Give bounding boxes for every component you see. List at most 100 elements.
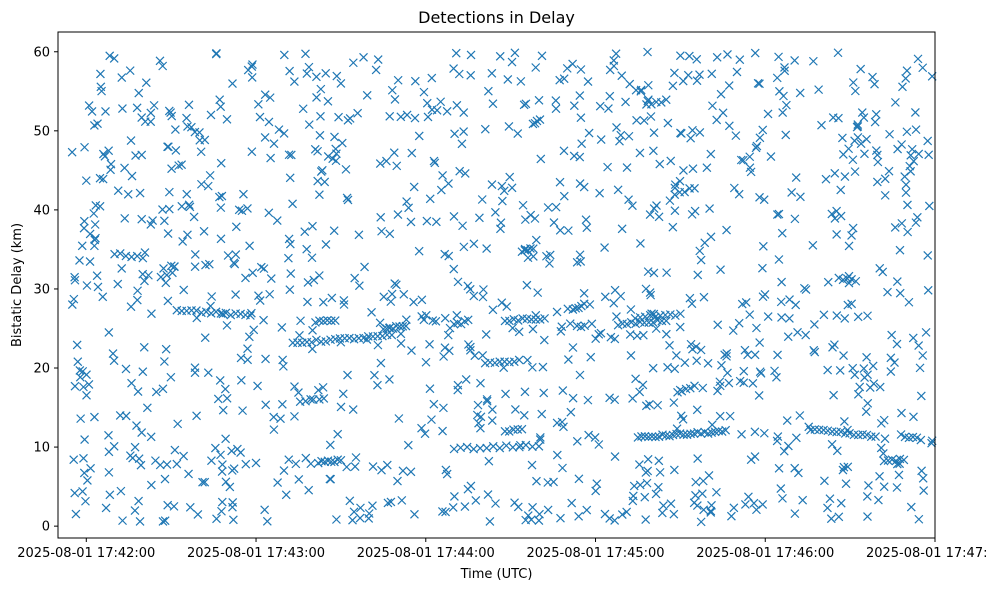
data-point (893, 144, 903, 154)
data-point (600, 292, 610, 302)
data-point (522, 355, 532, 365)
data-point (651, 432, 660, 442)
data-point (336, 455, 346, 465)
data-point (301, 49, 310, 59)
data-point (610, 516, 620, 525)
data-point (184, 100, 194, 110)
data-point (386, 297, 396, 307)
data-point (244, 332, 254, 342)
data-point (414, 131, 424, 141)
data-point (382, 324, 391, 333)
data-point (482, 443, 492, 453)
data-point (279, 129, 289, 138)
data-point (705, 204, 714, 214)
data-point (862, 134, 871, 144)
data-point (520, 215, 530, 225)
data-point (643, 95, 653, 105)
data-point (135, 188, 145, 198)
data-point (873, 495, 883, 505)
data-point (734, 318, 744, 328)
data-point (288, 199, 297, 209)
data-point (737, 429, 746, 439)
data-point (613, 185, 623, 195)
data-point (590, 433, 600, 442)
data-point (895, 245, 905, 255)
data-point (555, 225, 565, 235)
data-point (495, 51, 505, 61)
data-point (216, 203, 226, 213)
data-point (377, 465, 386, 475)
data-point (669, 68, 679, 78)
data-point (448, 503, 458, 512)
data-point (774, 86, 784, 96)
data-point (754, 391, 764, 400)
data-point (315, 130, 325, 140)
data-point (766, 152, 776, 162)
data-point (284, 455, 294, 465)
data-point (636, 85, 646, 95)
data-point (648, 318, 658, 327)
data-point (782, 416, 792, 426)
data-point (698, 383, 708, 393)
data-point (642, 478, 652, 488)
data-point (373, 380, 382, 390)
data-point (668, 81, 678, 91)
data-point (901, 180, 911, 190)
data-point (185, 502, 195, 512)
x-axis-label: Time (UTC) (460, 567, 533, 582)
data-point (534, 441, 544, 451)
data-point (648, 363, 658, 373)
data-point (441, 507, 451, 517)
data-point (500, 316, 510, 326)
data-point (753, 78, 763, 88)
data-point (645, 210, 655, 219)
data-point (193, 510, 203, 519)
data-point (611, 49, 621, 59)
data-point (823, 277, 833, 287)
data-point (715, 411, 725, 421)
data-point (863, 311, 872, 321)
data-point (90, 412, 99, 422)
data-point (897, 408, 906, 418)
data-point (770, 366, 779, 376)
data-point (559, 146, 569, 156)
data-point (860, 149, 869, 159)
data-point (93, 282, 103, 292)
data-point (752, 505, 761, 515)
data-point (568, 305, 578, 315)
data-point (475, 213, 484, 223)
data-point (594, 440, 604, 449)
data-point (255, 296, 265, 306)
data-point (517, 424, 527, 434)
data-point (431, 316, 441, 326)
data-point (565, 319, 575, 329)
data-point (158, 61, 168, 71)
data-point (523, 511, 533, 521)
data-point (686, 429, 695, 439)
data-point (190, 262, 200, 272)
data-point (551, 96, 561, 105)
data-point (79, 223, 89, 233)
data-point (795, 88, 805, 98)
data-point (551, 104, 561, 114)
data-point (342, 462, 352, 472)
data-point (861, 407, 871, 417)
data-point (903, 200, 912, 210)
data-point (196, 147, 206, 157)
data-point (204, 259, 214, 269)
data-point (314, 316, 324, 326)
data-point (902, 127, 912, 137)
data-point (284, 150, 294, 160)
data-point (487, 416, 497, 426)
data-point (504, 121, 514, 131)
data-point (655, 159, 665, 169)
data-point (583, 395, 593, 405)
data-point (539, 335, 549, 345)
data-point (314, 271, 324, 280)
data-point (923, 285, 933, 295)
data-point (273, 478, 283, 487)
data-point (134, 88, 144, 98)
data-point (78, 486, 87, 496)
data-point (692, 501, 702, 511)
data-point (438, 171, 448, 180)
